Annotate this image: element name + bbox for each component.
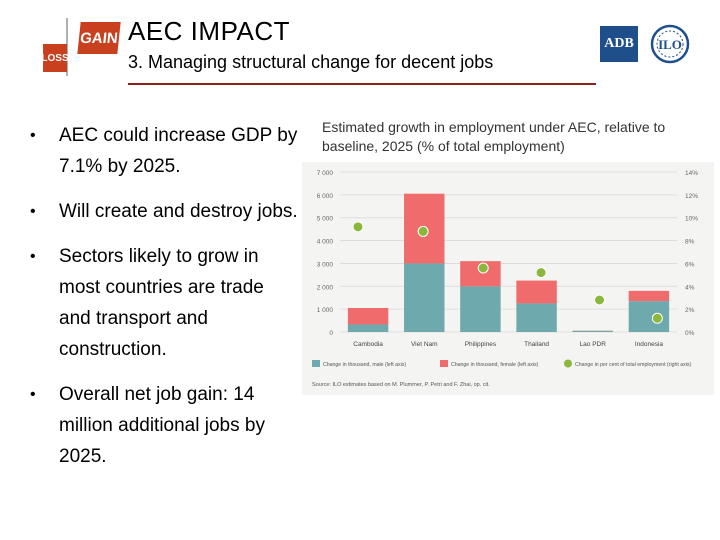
bullet-item: • Sectors likely to grow in most countrie… xyxy=(30,241,300,365)
bullet-text: AEC could increase GDP by 7.1% by 2025. xyxy=(59,125,298,177)
employment-chart: 0 1 000 2 000 3 000 4 000 5 000 6 000 7 000 0% 2%… xyxy=(312,170,698,388)
scale-logo-stem xyxy=(66,18,68,76)
bullet-text: Sectors likely to grow in most countries… xyxy=(59,246,264,360)
bar-male xyxy=(572,330,613,332)
bar-male xyxy=(628,301,670,332)
right-axis-tick-label: 2% xyxy=(685,307,695,314)
left-axis-tick-label: 6 000 xyxy=(317,193,334,200)
right-axis-tick-label: 12% xyxy=(685,193,698,200)
slide-title: AEC IMPACT xyxy=(128,16,290,46)
right-axis-tick-label: 6% xyxy=(685,261,695,268)
category-label: Lao PDR xyxy=(580,341,607,348)
bullet-dot: • xyxy=(30,203,36,220)
category-label: Indonesia xyxy=(635,341,664,348)
category-label: Thailand xyxy=(524,341,549,348)
left-axis-tick-label: 3 000 xyxy=(317,261,334,268)
bar-female xyxy=(628,290,670,302)
bullet-list: • AEC could increase GDP by 7.1% by 2025.… xyxy=(30,120,300,486)
right-axis-tick-label: 14% xyxy=(685,170,698,177)
right-axis-tick-label: 10% xyxy=(685,216,698,223)
bar-male xyxy=(516,303,557,332)
title-divider xyxy=(128,83,596,85)
left-axis-tick-label: 5 000 xyxy=(317,216,334,223)
bullet-dot: • xyxy=(30,248,36,265)
chart-title: Estimated growth in employment under AEC… xyxy=(322,119,666,154)
pct-marker xyxy=(593,294,605,306)
legend-label: Change in thousand, female (left axis) xyxy=(451,362,539,368)
right-axis-tick-label: 8% xyxy=(685,239,695,246)
category-label: Viet Nam xyxy=(411,341,438,348)
right-axis-tick-label: 4% xyxy=(685,284,695,291)
adb-logo: ADB xyxy=(600,26,638,62)
pct-marker xyxy=(352,221,364,233)
pct-marker xyxy=(651,312,663,324)
bullet-dot: • xyxy=(30,386,36,403)
pct-marker xyxy=(417,225,429,237)
bar-male xyxy=(460,286,501,332)
left-axis-tick-label: 2 000 xyxy=(317,284,334,291)
legend-swatch xyxy=(564,359,572,368)
bar-male xyxy=(347,324,389,332)
category-label: Philippines xyxy=(465,341,497,348)
gain-logo: GAIN xyxy=(77,22,121,54)
bar-female xyxy=(347,308,389,325)
bar-female xyxy=(516,280,557,304)
legend-label: Change in per cent of total employment (… xyxy=(575,362,691,368)
left-axis-tick-label: 4 000 xyxy=(317,239,334,246)
bullet-text: Will create and destroy jobs. xyxy=(59,201,298,222)
bullet-text: Overall net job gain: 14 million additio… xyxy=(59,384,265,467)
ilo-logo: ILO xyxy=(650,24,690,64)
bar-male xyxy=(404,263,445,332)
chart-source: Source: ILO estimates based on M. Plumme… xyxy=(312,382,490,388)
category-label: Cambodia xyxy=(353,341,383,348)
left-axis-tick-label: 1 000 xyxy=(317,307,334,314)
pct-marker xyxy=(535,267,547,279)
legend-label: Change in thousand, male (left axis) xyxy=(323,362,406,368)
loss-logo: LOSS xyxy=(41,44,69,72)
slide-subtitle: 3. Managing structural change for decent… xyxy=(128,52,494,72)
chart-background xyxy=(302,162,714,395)
left-axis-tick-label: 7 000 xyxy=(317,170,334,177)
bullet-item: • AEC could increase GDP by 7.1% by 2025. xyxy=(30,120,300,182)
bullet-item: • Will create and destroy jobs. xyxy=(30,196,300,227)
pct-marker xyxy=(477,262,489,274)
ilo-logo-text: ILO xyxy=(658,37,682,52)
bullet-item: • Overall net job gain: 14 million additi… xyxy=(30,379,300,472)
legend-swatch xyxy=(312,360,320,367)
right-axis-tick-label: 0% xyxy=(685,330,695,337)
bullet-dot: • xyxy=(30,127,36,144)
left-axis-tick-label: 0 xyxy=(329,330,333,337)
legend-swatch xyxy=(440,360,448,367)
